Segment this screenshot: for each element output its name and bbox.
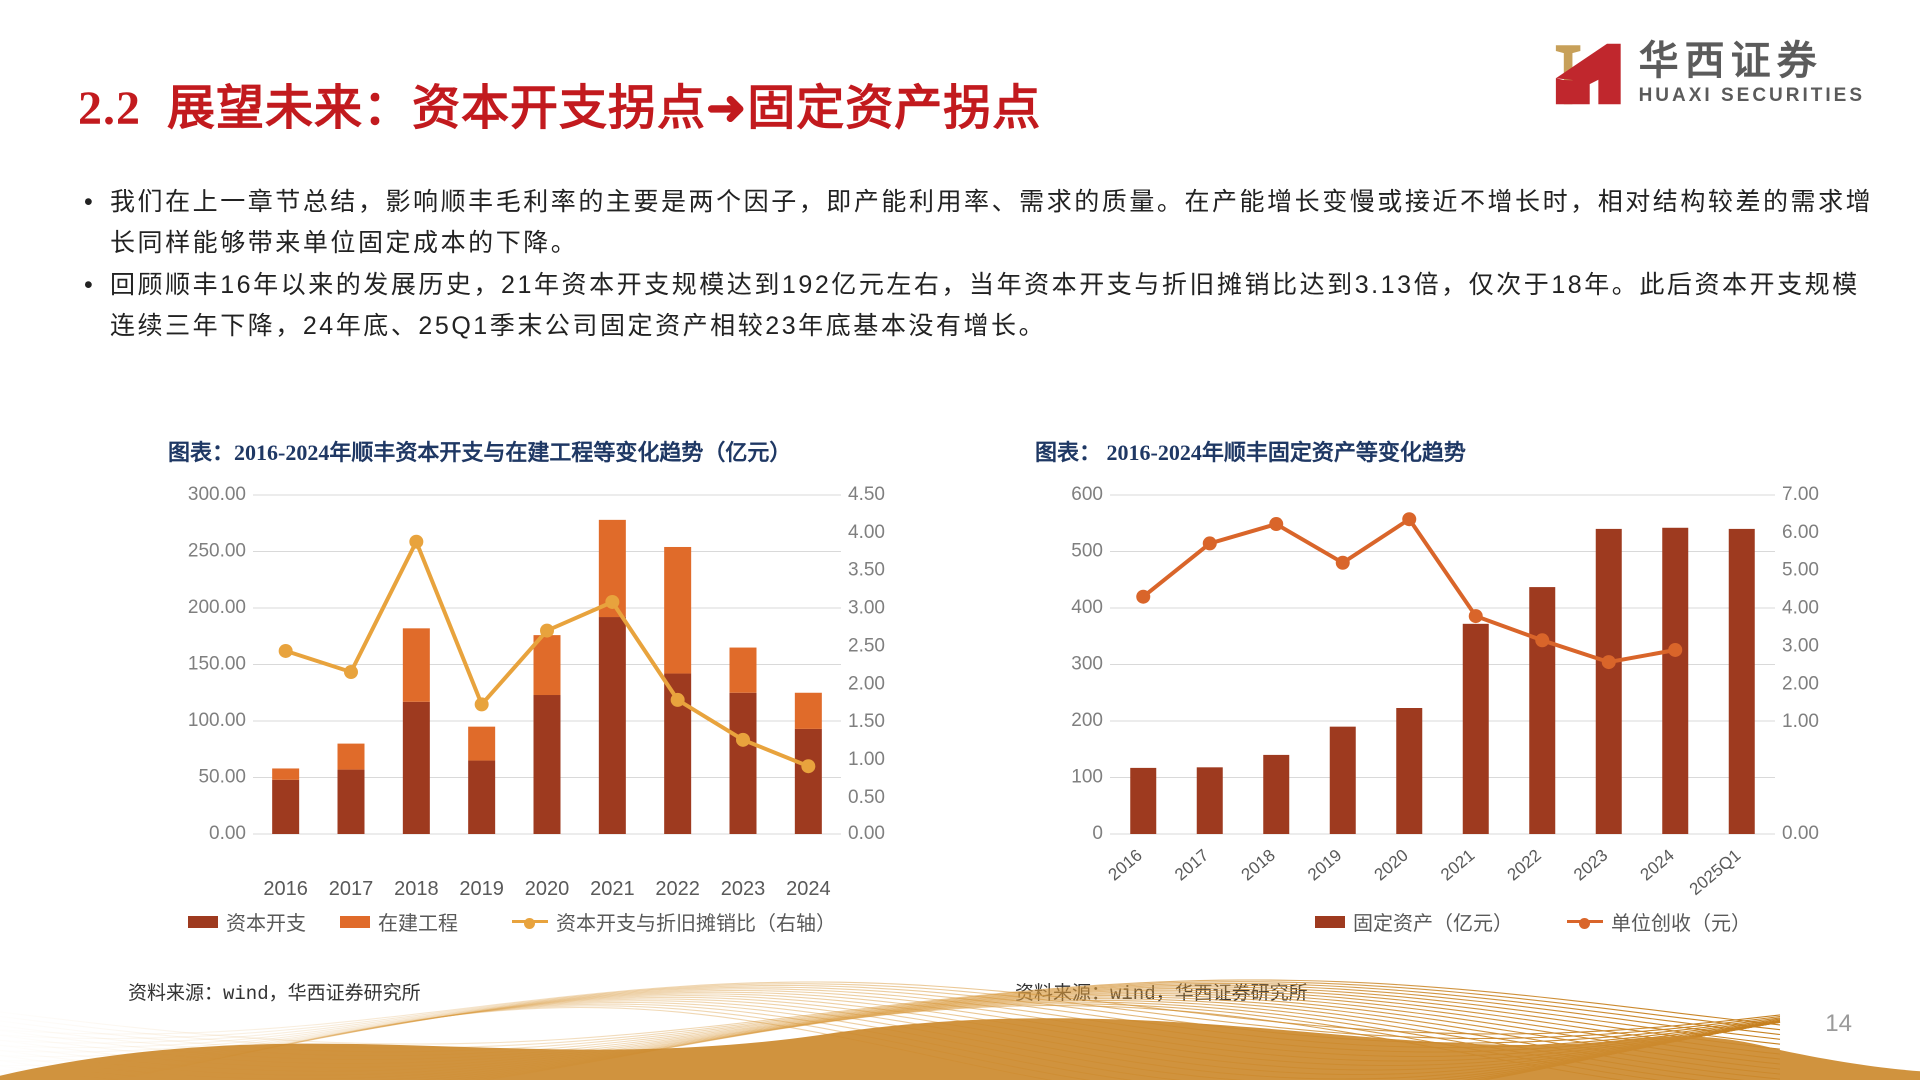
svg-text:2022: 2022	[655, 878, 700, 900]
svg-text:100.00: 100.00	[188, 710, 246, 731]
svg-text:5.00: 5.00	[1782, 560, 1819, 581]
svg-text:6.00: 6.00	[1782, 522, 1819, 543]
svg-text:500: 500	[1071, 541, 1103, 562]
svg-text:2.00: 2.00	[848, 673, 885, 694]
svg-text:2025Q1: 2025Q1	[1686, 846, 1745, 899]
svg-text:0.00: 0.00	[209, 823, 246, 844]
svg-text:2017: 2017	[329, 878, 374, 900]
svg-text:250.00: 250.00	[188, 541, 246, 562]
svg-text:2017: 2017	[1171, 846, 1212, 885]
svg-text:200: 200	[1071, 710, 1103, 731]
svg-text:2.50: 2.50	[848, 635, 885, 656]
svg-text:2023: 2023	[1570, 846, 1611, 885]
svg-text:4.00: 4.00	[848, 522, 885, 543]
svg-text:2024: 2024	[786, 878, 831, 900]
svg-text:0.00: 0.00	[848, 823, 885, 844]
svg-text:3.00: 3.00	[1782, 635, 1819, 656]
svg-text:150.00: 150.00	[188, 654, 246, 675]
svg-text:400: 400	[1071, 597, 1103, 618]
svg-text:4.00: 4.00	[1782, 598, 1819, 619]
svg-text:2020: 2020	[1371, 846, 1412, 885]
svg-text:0.50: 0.50	[848, 787, 885, 808]
svg-text:600: 600	[1071, 484, 1103, 505]
svg-text:100: 100	[1071, 767, 1103, 788]
svg-text:0.00: 0.00	[1782, 823, 1819, 844]
svg-text:2019: 2019	[1304, 846, 1345, 885]
svg-text:2023: 2023	[721, 878, 766, 900]
svg-text:2021: 2021	[590, 878, 635, 900]
svg-text:2018: 2018	[394, 878, 439, 900]
svg-text:2024: 2024	[1637, 846, 1678, 885]
svg-text:1.50: 1.50	[848, 711, 885, 732]
svg-text:2019: 2019	[459, 878, 504, 900]
svg-text:4.50: 4.50	[848, 484, 885, 505]
svg-text:50.00: 50.00	[198, 767, 246, 788]
svg-text:2016: 2016	[263, 878, 308, 900]
svg-text:2018: 2018	[1238, 846, 1279, 885]
svg-text:3.50: 3.50	[848, 560, 885, 581]
svg-text:1.00: 1.00	[848, 749, 885, 770]
svg-text:2016: 2016	[1105, 846, 1146, 885]
svg-text:2021: 2021	[1437, 846, 1478, 885]
svg-text:2.00: 2.00	[1782, 673, 1819, 694]
svg-text:1.00: 1.00	[1782, 711, 1819, 732]
svg-text:300.00: 300.00	[188, 484, 246, 505]
svg-text:2022: 2022	[1504, 846, 1545, 885]
svg-text:3.00: 3.00	[848, 598, 885, 619]
svg-text:300: 300	[1071, 654, 1103, 675]
svg-text:200.00: 200.00	[188, 597, 246, 618]
svg-text:0: 0	[1092, 823, 1103, 844]
svg-text:7.00: 7.00	[1782, 484, 1819, 505]
svg-text:2020: 2020	[525, 878, 570, 900]
